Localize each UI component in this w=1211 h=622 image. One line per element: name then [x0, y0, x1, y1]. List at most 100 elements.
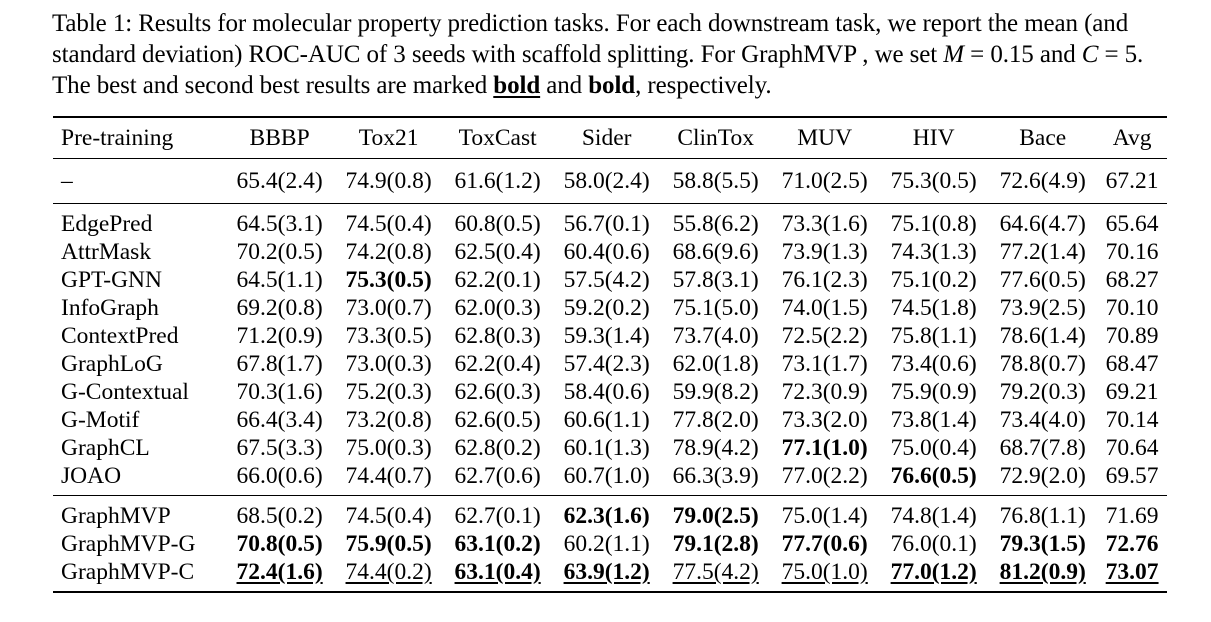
- score-cell: 68.7(7.8): [999, 435, 1086, 461]
- score-cell: 68.6(9.6): [672, 239, 759, 265]
- score-cell: 70.64: [1105, 435, 1159, 461]
- score-cell: 66.4(3.4): [236, 407, 323, 433]
- method-name-cell: GraphMVP-C: [61, 559, 195, 585]
- caption-var-c: C: [1081, 41, 1099, 68]
- score-cell: 60.6(1.1): [563, 407, 650, 433]
- score-cell: 74.5(0.4): [345, 503, 432, 529]
- score-cell: 75.0(1.4): [781, 503, 868, 529]
- score-cell: 77.8(2.0): [672, 407, 759, 433]
- score-cell: 74.4(0.7): [345, 463, 432, 489]
- score-cell: 70.2(0.5): [236, 239, 323, 265]
- score-cell: 73.8(1.4): [890, 407, 977, 433]
- score-cell: 74.2(0.8): [345, 239, 432, 265]
- table-row: GraphMVP-G 70.8(0.5) 75.9(0.5) 63.1(0.2) 60.…: [53, 530, 1167, 558]
- score-cell: 65.4(2.4): [236, 168, 323, 194]
- score-cell: 63.1(0.4): [454, 559, 541, 585]
- method-name-cell: GraphMVP: [61, 503, 171, 529]
- table-row: GraphCL 67.5(3.3) 75.0(0.3) 62.8(0.2) 60.1(1…: [53, 434, 1167, 462]
- score-cell: 75.1(5.0): [672, 295, 759, 321]
- score-cell: 81.2(0.9): [999, 559, 1086, 585]
- table-row: ContextPred 71.2(0.9) 73.3(0.5) 62.8(0.3) 59…: [53, 322, 1167, 350]
- score-cell: 77.6(0.5): [999, 267, 1086, 293]
- score-cell: 79.2(0.3): [999, 379, 1086, 405]
- score-cell: 58.4(0.6): [563, 379, 650, 405]
- column-header: BBBP: [249, 125, 310, 151]
- score-cell: 64.6(4.7): [999, 211, 1086, 237]
- score-cell: 60.7(1.0): [563, 463, 650, 489]
- score-cell: 74.5(1.8): [890, 295, 977, 321]
- score-cell: 60.4(0.6): [563, 239, 650, 265]
- score-cell: 62.6(0.5): [454, 407, 541, 433]
- score-cell: 74.9(0.8): [345, 168, 432, 194]
- score-cell: 72.6(4.9): [999, 168, 1086, 194]
- score-cell: 62.0(1.8): [672, 351, 759, 377]
- table-row: GraphMVP 68.5(0.2) 74.5(0.4) 62.7(0.1) 62.3(…: [53, 495, 1167, 531]
- score-cell: 74.5(0.4): [345, 211, 432, 237]
- score-cell: 62.6(0.3): [454, 379, 541, 405]
- score-cell: 62.8(0.2): [454, 435, 541, 461]
- score-cell: 56.7(0.1): [563, 211, 650, 237]
- method-name-cell: ContextPred: [61, 323, 179, 349]
- score-cell: 74.3(1.3): [890, 239, 977, 265]
- method-name-cell: GPT-GNN: [61, 267, 162, 293]
- score-cell: 57.8(3.1): [672, 267, 759, 293]
- caption-best-marker: bold: [493, 72, 541, 99]
- score-cell: 73.2(0.8): [345, 407, 432, 433]
- method-name-cell: JOAO: [61, 463, 122, 489]
- score-cell: 70.89: [1105, 323, 1159, 349]
- score-cell: 73.3(2.0): [781, 407, 868, 433]
- score-cell: 68.5(0.2): [236, 503, 323, 529]
- score-cell: 75.2(0.3): [345, 379, 432, 405]
- method-name-cell: GraphMVP-G: [61, 531, 196, 557]
- score-cell: 67.21: [1105, 168, 1159, 194]
- score-cell: 72.3(0.9): [781, 379, 868, 405]
- column-header: ToxCast: [458, 125, 537, 151]
- score-cell: 66.0(0.6): [236, 463, 323, 489]
- caption-conjunction: and: [540, 72, 589, 99]
- column-header: Avg: [1112, 125, 1152, 151]
- score-cell: 78.6(1.4): [999, 323, 1086, 349]
- score-cell: 72.4(1.6): [236, 559, 323, 585]
- score-cell: 58.8(5.5): [672, 168, 759, 194]
- score-cell: 62.0(0.3): [454, 295, 541, 321]
- score-cell: 72.9(2.0): [999, 463, 1086, 489]
- caption-end: , respectively.: [635, 72, 772, 99]
- score-cell: 73.3(1.6): [781, 211, 868, 237]
- column-header: Tox21: [358, 125, 419, 151]
- score-cell: 59.2(0.2): [563, 295, 650, 321]
- table-row: GraphMVP-C 72.4(1.6) 74.4(0.2) 63.1(0.4) 63.…: [53, 558, 1167, 592]
- method-name-cell: EdgePred: [61, 211, 153, 237]
- score-cell: 77.0(1.2): [890, 559, 977, 585]
- score-cell: 73.1(1.7): [781, 351, 868, 377]
- score-cell: 70.16: [1105, 239, 1159, 265]
- column-header: Sider: [581, 125, 632, 151]
- table-row: EdgePred 64.5(3.1) 74.5(0.4) 60.8(0.5) 56.7(…: [53, 203, 1167, 239]
- score-cell: 74.8(1.4): [890, 503, 977, 529]
- score-cell: 79.3(1.5): [999, 531, 1086, 557]
- method-name-cell: GraphCL: [61, 435, 150, 461]
- graphmvp-group: GraphMVP 68.5(0.2) 74.5(0.4) 62.7(0.1) 62.3(…: [53, 495, 1167, 592]
- score-cell: 67.8(1.7): [236, 351, 323, 377]
- column-header: Pre-training: [61, 125, 174, 151]
- score-cell: 77.0(2.2): [781, 463, 868, 489]
- score-cell: 75.0(0.3): [345, 435, 432, 461]
- score-cell: 75.0(0.4): [890, 435, 977, 461]
- score-cell: 73.4(0.6): [890, 351, 977, 377]
- method-name-cell: GraphLoG: [61, 351, 163, 377]
- table-row: InfoGraph 69.2(0.8) 73.0(0.7) 62.0(0.3) 59.2…: [53, 294, 1167, 322]
- score-cell: 63.1(0.2): [454, 531, 541, 557]
- score-cell: 76.8(1.1): [999, 503, 1086, 529]
- score-cell: 78.9(4.2): [672, 435, 759, 461]
- score-cell: 76.0(0.1): [890, 531, 977, 557]
- score-cell: 75.3(0.5): [345, 267, 432, 293]
- method-name-cell: G-Motif: [61, 407, 140, 433]
- table-row: AttrMask 70.2(0.5) 74.2(0.8) 62.5(0.4) 60.4(…: [53, 238, 1167, 266]
- table-row: GraphLoG 67.8(1.7) 73.0(0.3) 62.2(0.4) 57.4(…: [53, 350, 1167, 378]
- score-cell: 79.1(2.8): [672, 531, 759, 557]
- score-cell: 73.9(1.3): [781, 239, 868, 265]
- table-row: G-Contextual 70.3(1.6) 75.2(0.3) 62.6(0.3) 5…: [53, 378, 1167, 406]
- score-cell: 75.9(0.9): [890, 379, 977, 405]
- score-cell: 58.0(2.4): [563, 168, 650, 194]
- score-cell: 57.4(2.3): [563, 351, 650, 377]
- caption-second-marker: bold: [588, 72, 636, 99]
